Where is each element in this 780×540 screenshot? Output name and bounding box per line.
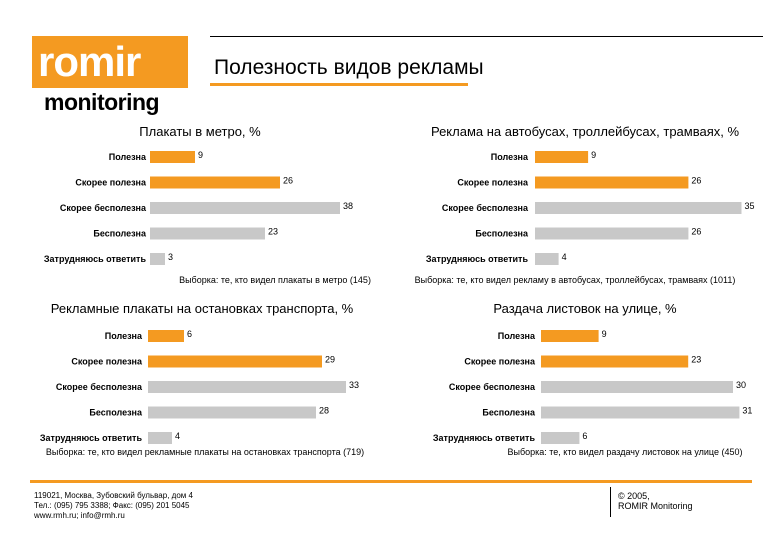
category-label: Скорее полезна: [457, 178, 529, 188]
bar: [535, 227, 689, 240]
category-label: Полезна: [491, 152, 529, 162]
title-underline: [210, 83, 468, 86]
category-label: Скорее полезна: [464, 357, 536, 367]
page-title: Полезность видов рекламы: [214, 56, 484, 79]
category-label: Бесполезна: [89, 408, 143, 418]
bar: [148, 355, 322, 368]
bar: [541, 355, 689, 368]
chart-title: Рекламные плакаты на остановках транспор…: [51, 301, 354, 316]
bar: [148, 432, 172, 444]
category-label: Затрудняюсь ответить: [40, 433, 143, 443]
data-label: 6: [582, 431, 587, 441]
bar: [150, 151, 195, 163]
data-label: 9: [591, 150, 596, 160]
footer-contacts: 119021, Москва, Зубовский бульвар, дом 4…: [34, 491, 193, 521]
footer-web: www.rmh.ru; info@rmh.ru: [34, 511, 125, 520]
bar: [148, 330, 184, 342]
data-label: 38: [343, 201, 353, 211]
sample-note: Выборка: те, кто видел плакаты в метро (…: [179, 275, 371, 285]
logo-wordmark: romir: [38, 38, 141, 85]
data-label: 4: [562, 252, 567, 262]
data-label: 33: [349, 380, 359, 390]
bar: [535, 202, 742, 214]
bar: [535, 176, 689, 189]
category-label: Затрудняюсь ответить: [44, 254, 147, 264]
category-label: Скорее бесполезна: [56, 382, 143, 392]
data-label: 23: [268, 227, 278, 237]
bar: [535, 253, 559, 265]
bar: [150, 176, 280, 189]
chart-title: Раздача листовок на улице, %: [493, 301, 677, 316]
footer-address: 119021, Москва, Зубовский бульвар, дом 4: [34, 491, 193, 500]
category-label: Бесполезна: [482, 408, 536, 418]
bar: [148, 381, 346, 393]
chart-title: Реклама на автобусах, троллейбусах, трам…: [431, 124, 739, 139]
data-label: 9: [602, 329, 607, 339]
bar: [541, 432, 580, 444]
category-label: Скорее бесполезна: [442, 203, 529, 213]
data-label: 26: [691, 176, 701, 186]
footer-company: ROMIR Monitoring: [618, 501, 693, 511]
bar: [535, 151, 589, 163]
data-label: 26: [691, 227, 701, 237]
category-label: Скорее бесполезна: [60, 203, 147, 213]
category-label: Полезна: [498, 331, 536, 341]
bar: [150, 253, 165, 265]
data-label: 35: [745, 201, 755, 211]
sample-note: Выборка: те, кто видел рекламные плакаты…: [46, 447, 364, 457]
category-label: Скорее полезна: [71, 357, 143, 367]
category-label: Скорее полезна: [75, 178, 147, 188]
data-label: 3: [168, 252, 173, 262]
data-label: 29: [325, 355, 335, 365]
data-label: 4: [175, 431, 180, 441]
footer-divider: [610, 487, 611, 517]
sample-note: Выборка: те, кто видел рекламу в автобус…: [415, 275, 736, 285]
bar: [541, 406, 740, 419]
category-label: Полезна: [105, 331, 143, 341]
category-label: Бесполезна: [93, 229, 147, 239]
category-label: Полезна: [109, 152, 147, 162]
bar: [150, 227, 265, 240]
data-label: 6: [187, 329, 192, 339]
sample-note: Выборка: те, кто видел раздачу листовок …: [507, 447, 742, 457]
data-label: 31: [742, 406, 752, 416]
data-label: 23: [691, 355, 701, 365]
logo-subtitle: monitoring: [44, 89, 160, 115]
category-label: Бесполезна: [475, 229, 529, 239]
category-label: Скорее бесполезна: [449, 382, 536, 392]
footer-copyright-block: © 2005, ROMIR Monitoring: [618, 491, 693, 511]
category-label: Затрудняюсь ответить: [426, 254, 529, 264]
bar: [148, 406, 316, 419]
bar: [541, 381, 733, 393]
data-label: 30: [736, 380, 746, 390]
bar: [541, 330, 599, 342]
data-label: 26: [283, 176, 293, 186]
footer-phone: Тел.: (095) 795 3388; Факс: (095) 201 50…: [34, 501, 190, 510]
bar: [150, 202, 340, 214]
footer-rule: [30, 480, 752, 483]
data-label: 9: [198, 150, 203, 160]
category-label: Затрудняюсь ответить: [433, 433, 536, 443]
title-rule: [210, 36, 763, 37]
chart-title: Плакаты в метро, %: [139, 124, 261, 139]
footer-copyright: © 2005,: [618, 491, 650, 501]
logo-box: [32, 36, 188, 88]
data-label: 28: [319, 406, 329, 416]
